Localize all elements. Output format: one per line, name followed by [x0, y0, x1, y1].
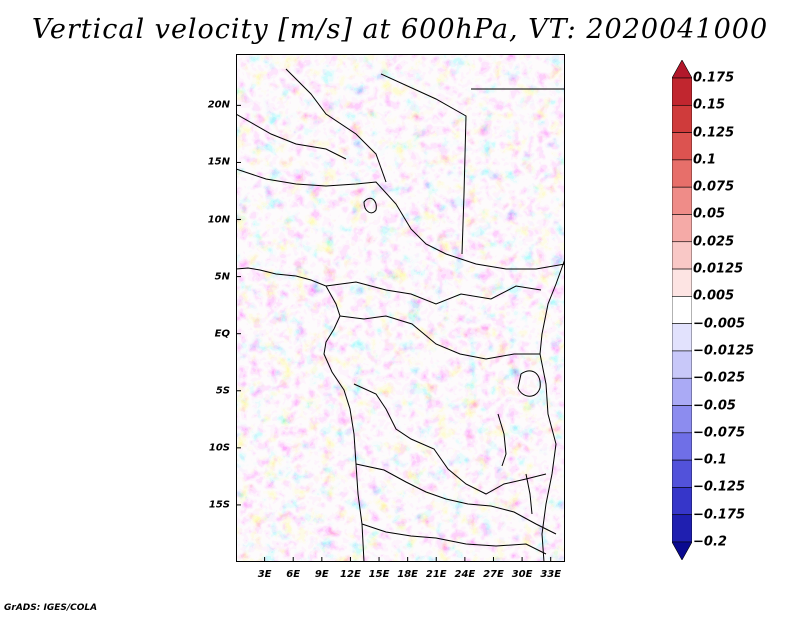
lat-label: 10S — [208, 442, 230, 454]
country-borders — [236, 68, 565, 562]
border-central-1 — [325, 281, 542, 305]
lake-chad — [363, 197, 377, 214]
lon-label: 9E — [314, 569, 329, 580]
chart-title: Vertical velocity [m/s] at 600hPa, VT: 2… — [31, 14, 769, 45]
colorbar-label: 0.175 — [693, 70, 735, 86]
colorbar-cell — [672, 350, 692, 379]
colorbar-label: −0.2 — [693, 534, 727, 550]
colorbar-label: −0.05 — [693, 398, 736, 414]
colorbar — [672, 60, 692, 560]
colorbar-label: 0.005 — [693, 288, 735, 304]
lon-label: 21E — [425, 569, 447, 580]
colorbar-cell — [672, 514, 692, 543]
colorbar-cell — [672, 104, 692, 133]
lon-label: 27E — [483, 569, 504, 580]
map-panel — [236, 54, 565, 562]
colorbar-cell — [672, 241, 692, 270]
lat-label: EQ — [214, 328, 230, 340]
colorbar-label: −0.175 — [693, 507, 746, 523]
lon-label: 6E — [286, 569, 301, 580]
lat-label: 15N — [207, 156, 230, 168]
colorbar-label: 0.125 — [693, 125, 735, 141]
lat-label: 15S — [208, 499, 230, 511]
colorbar-label: 0.075 — [693, 179, 735, 195]
vertical-velocity-field — [236, 54, 565, 562]
colorbar-label: −0.1 — [693, 452, 727, 468]
lon-label: 30E — [511, 569, 533, 580]
border-libya-chad — [380, 73, 467, 255]
lon-label: 18E — [397, 569, 419, 580]
colorbar-label: −0.025 — [693, 370, 746, 386]
colorbar-cell — [672, 268, 692, 297]
colorbar-cell — [672, 459, 692, 488]
coastline-east-africa — [539, 258, 565, 562]
colorbar-cell — [672, 186, 692, 215]
lat-label: 10N — [207, 214, 230, 226]
colorbar-label: 0.1 — [693, 152, 717, 168]
lon-label: 12E — [340, 569, 361, 580]
colorbar-label: 0.0125 — [693, 261, 744, 277]
map-frame — [236, 54, 565, 562]
border-congo-1 — [339, 315, 540, 360]
colorbar-cell — [672, 159, 692, 188]
colorbar-cell — [672, 77, 692, 106]
colorbar-label: 0.025 — [693, 234, 735, 250]
colorbar-cell — [672, 132, 692, 161]
axis-ticks — [236, 104, 552, 562]
border-sahel — [236, 168, 565, 270]
colorbar-label: −0.075 — [693, 425, 746, 441]
lat-label: 20N — [207, 99, 230, 111]
lat-label: 5N — [214, 271, 230, 283]
border-north-1 — [285, 68, 387, 183]
colorbar-label: 0.15 — [693, 97, 726, 113]
colorbar-cell — [672, 214, 692, 243]
grads-credit: GrADS: IGES/COLA — [4, 603, 98, 613]
colorbar-cell — [672, 432, 692, 461]
colorbar-cell — [672, 541, 692, 560]
colorbar-cell — [672, 487, 692, 516]
lake-victoria — [517, 370, 541, 397]
colorbar-label: −0.005 — [693, 316, 746, 332]
colorbar-cell — [672, 60, 692, 79]
coastline-west-africa — [236, 267, 365, 562]
border-angola-zambia — [355, 463, 557, 535]
border-south — [361, 523, 547, 555]
colorbar-cell — [672, 377, 692, 406]
colorbar-label: 0.05 — [693, 206, 726, 222]
colorbar-label: −0.125 — [693, 479, 746, 495]
colorbar-cell — [672, 323, 692, 352]
colorbar-cell — [672, 405, 692, 434]
colorbar-cell — [672, 296, 692, 324]
border-north-2 — [236, 113, 347, 160]
lon-label: 24E — [454, 569, 476, 580]
border-congo-2 — [353, 383, 547, 495]
lon-label: 33E — [540, 569, 562, 580]
lat-label: 5S — [215, 385, 230, 397]
lake-malawi — [525, 473, 533, 515]
lon-label: 3E — [257, 569, 272, 580]
lon-label: 15E — [368, 569, 390, 580]
colorbar-label: −0.0125 — [693, 343, 755, 359]
lake-tanganyika — [497, 413, 507, 467]
